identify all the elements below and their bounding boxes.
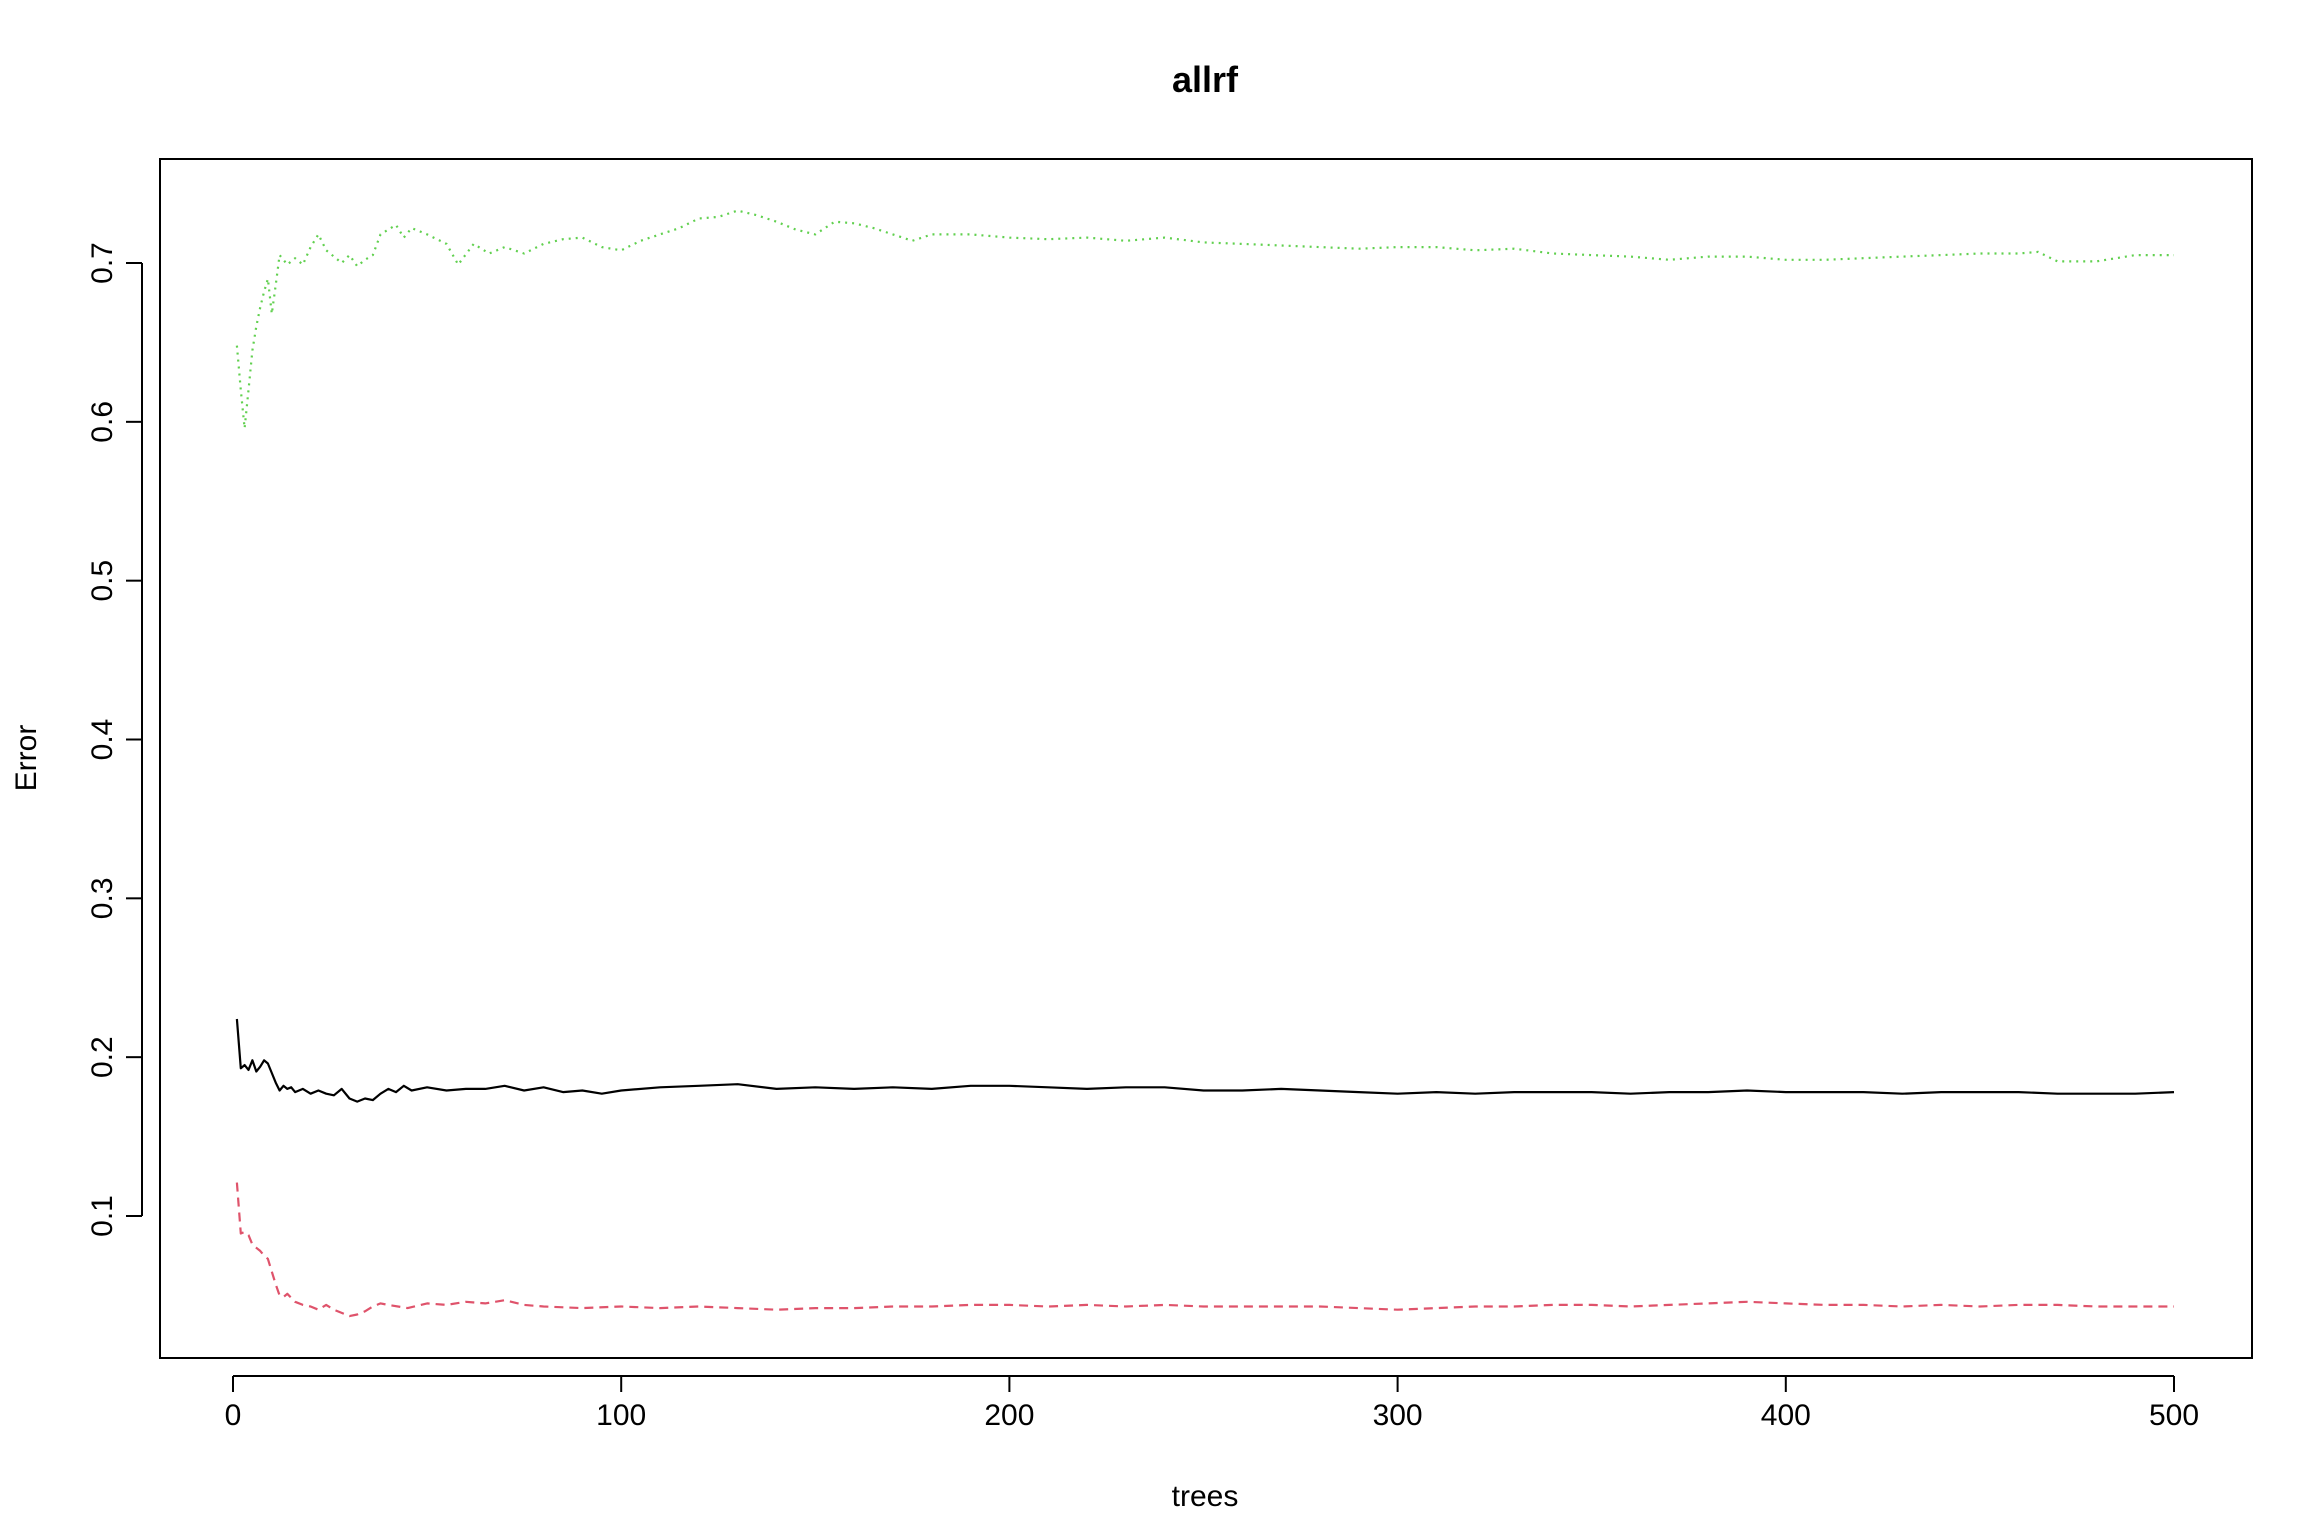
x-tick-label: 100 xyxy=(596,1399,646,1432)
x-tick-label: 400 xyxy=(1761,1399,1811,1432)
x-tick-label: 0 xyxy=(225,1399,242,1432)
series-group xyxy=(235,209,2175,1318)
y-tick-label: 0.7 xyxy=(86,242,119,284)
x-tick-label: 200 xyxy=(984,1399,1034,1432)
x-tick-label: 300 xyxy=(1373,1399,1423,1432)
series-line-2 xyxy=(235,1182,2174,1318)
y-tick-label: 0.2 xyxy=(86,1036,119,1078)
y-tick-label: 0.6 xyxy=(86,401,119,443)
y-tick-label: 0.3 xyxy=(86,877,119,919)
y-axis: 0.1 0.2 0.3 0.4 0.5 0.6 0.7 xyxy=(86,242,143,1237)
x-tick-label: 500 xyxy=(2149,1399,2199,1432)
y-tick-label: 0.4 xyxy=(86,719,119,761)
series-line-3 xyxy=(235,209,2174,430)
series-line-1 xyxy=(235,1018,2175,1103)
chart-title: allrf xyxy=(1172,59,1239,100)
y-tick-label: 0.1 xyxy=(86,1195,119,1237)
x-axis: 0 100 200 300 400 500 xyxy=(225,1375,2199,1432)
y-tick-label: 0.5 xyxy=(86,560,119,602)
y-axis-label: Error xyxy=(10,725,43,792)
plot-frame xyxy=(159,158,2253,1359)
x-axis-label: trees xyxy=(1172,1480,1239,1513)
